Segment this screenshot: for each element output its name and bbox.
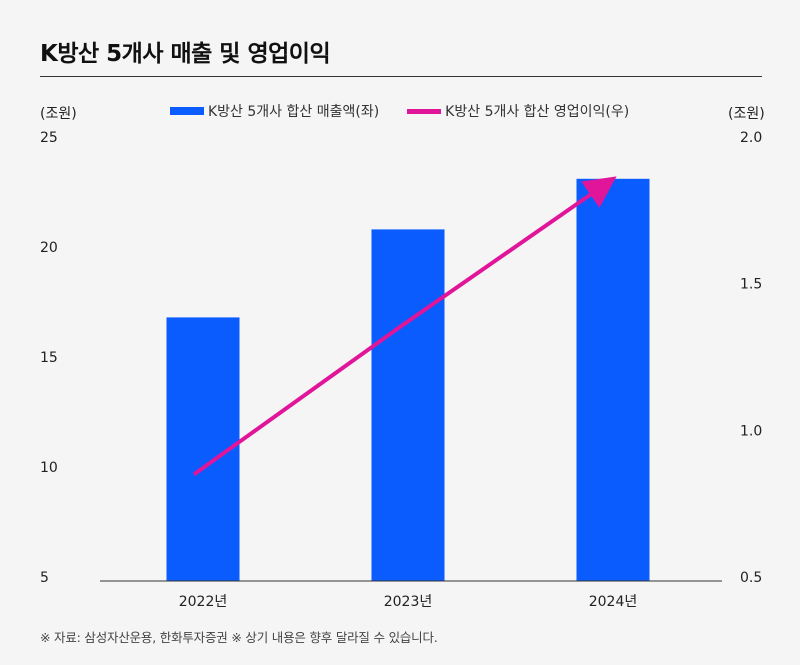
bar-series [166, 178, 650, 582]
x-tick-label-2023년: 2023년 [384, 594, 433, 610]
legend-item-profit: K방산 5개사 합산 영업이익(우) [407, 101, 629, 121]
right-axis-unit: (조원) [728, 106, 765, 122]
source-footnote: ※ 자료: 삼성자산운용, 한화투자증권 ※ 상기 내용은 향후 달라질 수 있… [40, 630, 438, 645]
legend-label-revenue: K방산 5개사 합산 매출액(좌) [208, 104, 380, 120]
left-axis-ticks: 25 20 15 10 5 [40, 130, 58, 586]
line-series [192, 176, 617, 476]
legend-swatch-line [407, 108, 442, 114]
legend-item-revenue: K방산 5개사 합산 매출액(좌) [170, 101, 379, 121]
title-divider [40, 76, 762, 77]
right-axis-ticks: 2.0 1.5 1.0 0.5 [740, 130, 762, 586]
right-tick-label-0.5: 0.5 [740, 570, 762, 586]
bar-2023년 [371, 229, 445, 581]
left-axis-unit: (조원) [40, 106, 77, 122]
bar-2024년 [576, 178, 650, 582]
legend-swatch-bar [170, 107, 204, 115]
left-tick-label-15: 15 [40, 350, 58, 366]
left-tick-label-20: 20 [40, 240, 58, 256]
legend-label-profit: K방산 5개사 합산 영업이익(우) [445, 104, 630, 120]
legend: K방산 5개사 합산 매출액(좌) K방산 5개사 합산 영업이익(우) [170, 101, 657, 121]
x-axis-ticks: 2022년 2023년 2024년 [179, 594, 638, 610]
right-tick-label-1.0: 1.0 [740, 423, 762, 439]
x-tick-label-2024년: 2024년 [589, 594, 638, 610]
right-tick-label-1.5: 1.5 [740, 277, 762, 293]
x-tick-label-2022년: 2022년 [179, 594, 228, 610]
left-tick-label-25: 25 [40, 130, 58, 146]
chart-title: K방산 5개사 매출 및 영업이익 [40, 41, 331, 67]
left-tick-label-5: 5 [40, 570, 49, 586]
left-tick-label-10: 10 [40, 460, 58, 476]
right-tick-label-2.0: 2.0 [740, 130, 762, 146]
